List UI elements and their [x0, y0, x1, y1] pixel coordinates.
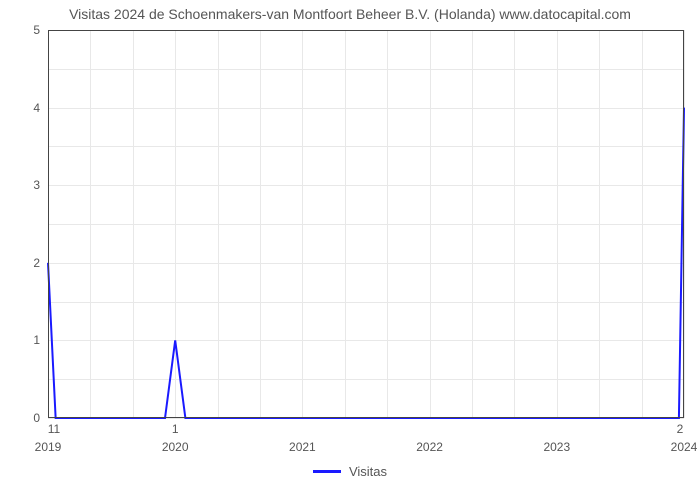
line-series — [48, 30, 684, 418]
y-tick-label: 5 — [33, 23, 40, 37]
y-tick-label: 0 — [33, 411, 40, 425]
x-tick-label: 2019 — [35, 440, 62, 454]
legend-swatch — [313, 470, 341, 473]
legend-label: Visitas — [349, 464, 387, 479]
y-tick-label: 2 — [33, 256, 40, 270]
y-tick-label: 1 — [33, 333, 40, 347]
data-point-label: 11 — [48, 422, 60, 436]
plot-area — [48, 30, 684, 418]
x-tick-label: 2022 — [416, 440, 443, 454]
chart-title: Visitas 2024 de Schoenmakers-van Montfoo… — [0, 6, 700, 22]
visits-line-chart: Visitas 2024 de Schoenmakers-van Montfoo… — [0, 0, 700, 500]
x-tick-label: 2023 — [543, 440, 570, 454]
x-tick-label: 2024 — [671, 440, 698, 454]
data-point-label: 1 — [172, 422, 179, 436]
x-tick-label: 2020 — [162, 440, 189, 454]
y-tick-label: 3 — [33, 178, 40, 192]
y-tick-label: 4 — [33, 101, 40, 115]
x-tick-label: 2021 — [289, 440, 316, 454]
legend: Visitas — [0, 464, 700, 479]
gridline-vertical — [684, 30, 685, 418]
data-point-label: 2 — [677, 422, 684, 436]
